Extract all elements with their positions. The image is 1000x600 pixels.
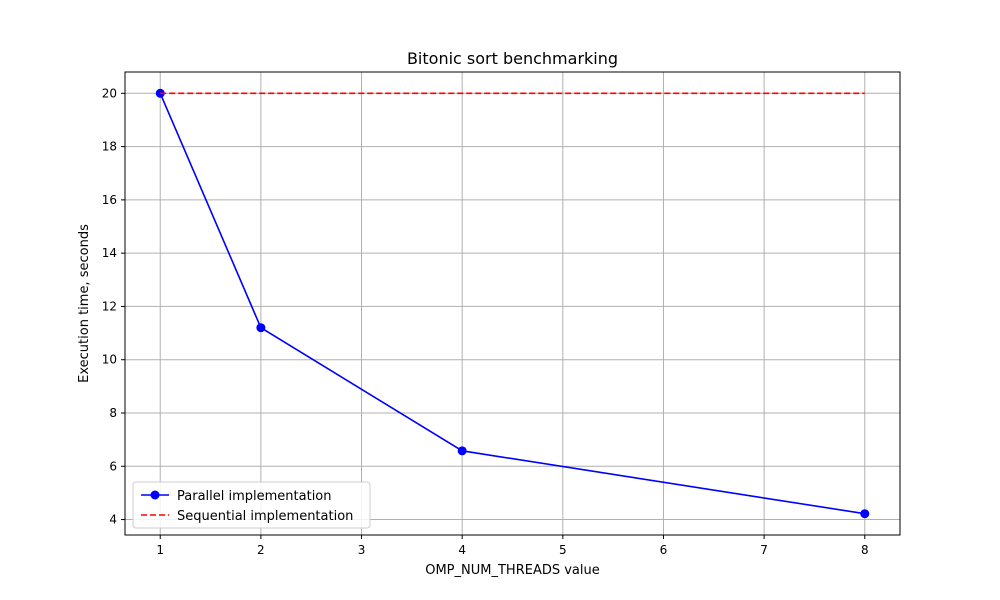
x-tick-label: 5 [559, 543, 567, 557]
data-point [256, 323, 266, 333]
legend-entry-label: Parallel implementation [177, 489, 332, 504]
y-tick-label: 12 [102, 299, 117, 313]
x-axis-label: OMP_NUM_THREADS value [425, 563, 600, 578]
legend-swatch-marker [150, 490, 160, 500]
chart-title: Bitonic sort benchmarking [407, 49, 618, 68]
plot-frame [124, 71, 901, 536]
data-point [457, 446, 467, 456]
y-tick-label: 16 [102, 193, 117, 207]
legend-box [132, 481, 371, 529]
legend-entry-label: Sequential implementation [177, 509, 353, 524]
x-tick-label: 8 [861, 543, 869, 557]
y-tick-label: 10 [102, 353, 117, 367]
y-tick-label: 14 [102, 246, 117, 260]
y-tick-label: 4 [109, 513, 117, 527]
x-tick-label: 3 [358, 543, 366, 557]
y-tick-label: 8 [109, 406, 117, 420]
series-line-0 [159, 92, 865, 515]
y-tick-label: 18 [102, 140, 117, 154]
data-point [860, 509, 870, 519]
series-layer [155, 88, 870, 519]
y-tick-label: 6 [109, 459, 117, 473]
y-tick-label: 20 [102, 86, 117, 100]
x-tick-label: 7 [760, 543, 768, 557]
x-tick-label: 1 [156, 543, 164, 557]
x-tick-label: 6 [660, 543, 668, 557]
x-tick-label: 4 [458, 543, 466, 557]
y-axis-label: Execution time, seconds [77, 224, 92, 383]
legend: Parallel implementation Sequential implem… [132, 481, 371, 529]
x-tick-label: 2 [257, 543, 265, 557]
